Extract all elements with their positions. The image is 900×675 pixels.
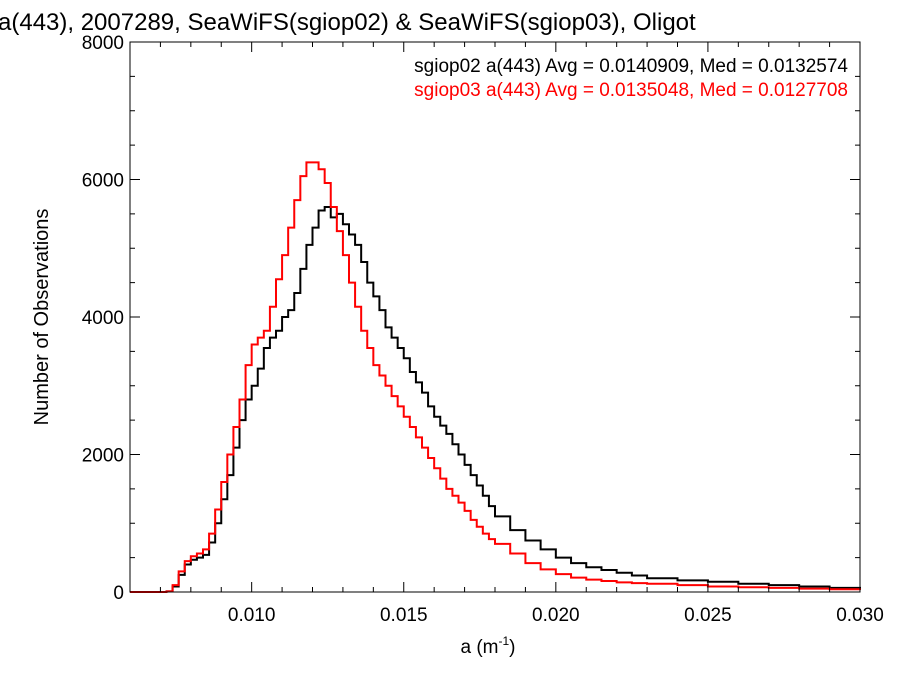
x-axis-label-close: ) xyxy=(509,637,515,658)
x-tick-label: 0.020 xyxy=(532,605,580,626)
x-axis-label-main: a (m xyxy=(461,637,499,658)
y-axis-label: Number of Observations xyxy=(31,209,53,426)
legend-entry-sgiop02: sgiop02 a(443) Avg = 0.0140909, Med = 0.… xyxy=(414,56,848,77)
y-tick-label: 4000 xyxy=(82,308,124,329)
x-axis-label: a (m-1) xyxy=(461,634,516,658)
y-tick-label: 0 xyxy=(113,583,124,604)
x-tick-label: 0.025 xyxy=(684,605,732,626)
x-tick-label: 0.015 xyxy=(380,605,428,626)
y-tick-label: 6000 xyxy=(82,171,124,192)
tick-layer: 0.010 0.015 0.020 0.025 0.030 0 2000 4000 6000 80… xyxy=(82,33,884,626)
x-tick-label: 0.010 xyxy=(228,605,276,626)
legend: sgiop02 a(443) Avg = 0.0140909, Med = 0.… xyxy=(414,56,848,101)
series-line-sgiop03 xyxy=(130,161,861,593)
series-line-sgiop02 xyxy=(130,206,861,593)
x-axis-label-sup: -1 xyxy=(499,634,510,648)
series-layer xyxy=(130,161,861,593)
y-tick-label: 2000 xyxy=(82,446,124,467)
x-tick-label: 0.030 xyxy=(836,605,884,626)
chart-title: a(443), 2007289, SeaWiFS(sgiop02) & SeaW… xyxy=(0,9,696,36)
legend-entry-sgiop03: sgiop03 a(443) Avg = 0.0135048, Med = 0.… xyxy=(414,80,848,101)
y-tick-label: 8000 xyxy=(82,33,124,54)
